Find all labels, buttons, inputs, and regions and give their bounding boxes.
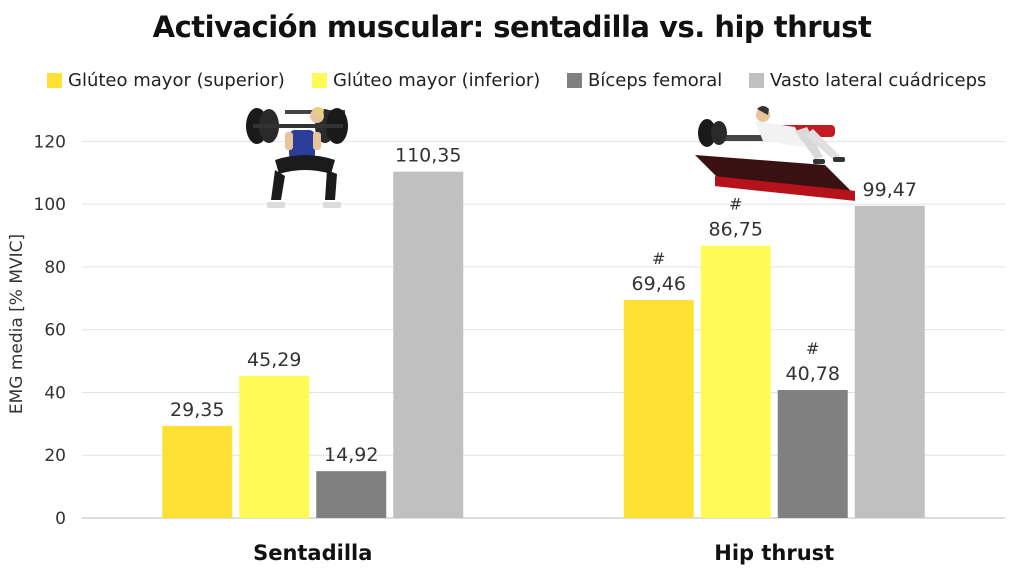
legend-label: Glúteo mayor (superior)	[68, 69, 285, 91]
data-label: 14,92	[324, 444, 378, 466]
y-tick-label: 100	[34, 195, 66, 215]
bar-sentadilla-vasto-lateral-cuadriceps	[393, 171, 464, 518]
bar-sentadilla-gluteo-mayor-inferior	[239, 375, 310, 518]
legend-swatch-biceps-femoral	[567, 72, 582, 88]
y-tick-label: 60	[44, 321, 66, 341]
y-tick-label: 20	[44, 446, 66, 466]
legend-swatch-vasto-lateral	[749, 72, 764, 88]
bar-sentadilla-biceps-femoral	[316, 471, 387, 518]
legend-item-biceps-femoral: Bíceps femoral	[567, 66, 722, 94]
chart-title: Activación muscular: sentadilla vs. hip …	[152, 10, 872, 44]
hip-thrust-illustration	[695, 106, 855, 201]
y-tick-label: 120	[34, 132, 66, 152]
legend-label: Glúteo mayor (inferior)	[333, 69, 541, 91]
y-tick-label: 0	[55, 509, 66, 529]
squat-illustration	[246, 107, 348, 208]
legend-label: Vasto lateral cuádriceps	[770, 69, 987, 91]
bar-sentadilla-gluteo-mayor-superior	[162, 425, 233, 518]
bar-hip-thrust-gluteo-mayor-inferior	[700, 245, 771, 518]
data-label: 99,47	[863, 179, 917, 201]
significance-marker: #	[729, 195, 742, 214]
x-category-label: Sentadilla	[253, 541, 372, 565]
legend-swatch-gluteo-superior	[47, 72, 62, 88]
x-category-label: Hip thrust	[714, 541, 834, 565]
significance-marker: #	[806, 339, 819, 358]
data-label: 45,29	[247, 349, 301, 371]
legend-label: Bíceps femoral	[588, 69, 723, 91]
legend: Glúteo mayor (superior) Glúteo mayor (in…	[0, 66, 1024, 94]
significance-marker: #	[652, 249, 665, 268]
legend-item-gluteo-inferior: Glúteo mayor (inferior)	[312, 66, 540, 94]
legend-item-gluteo-superior: Glúteo mayor (superior)	[47, 66, 285, 94]
legend-item-vasto-lateral: Vasto lateral cuádriceps	[749, 66, 986, 94]
data-label: 40,78	[786, 363, 840, 385]
bar-hip-thrust-gluteo-mayor-superior	[623, 300, 694, 518]
data-label: 69,46	[632, 273, 686, 295]
y-axis-label: EMG media [% MVIC]	[7, 234, 27, 414]
data-label: 86,75	[709, 219, 763, 241]
legend-swatch-gluteo-inferior	[312, 72, 327, 88]
data-label: 29,35	[170, 399, 224, 421]
bar-hip-thrust-vasto-lateral-cuadriceps	[854, 205, 925, 518]
y-tick-label: 80	[44, 258, 66, 278]
y-tick-label: 40	[44, 383, 66, 403]
data-label: 110,35	[395, 145, 461, 167]
bar-hip-thrust-biceps-femoral	[777, 390, 848, 518]
